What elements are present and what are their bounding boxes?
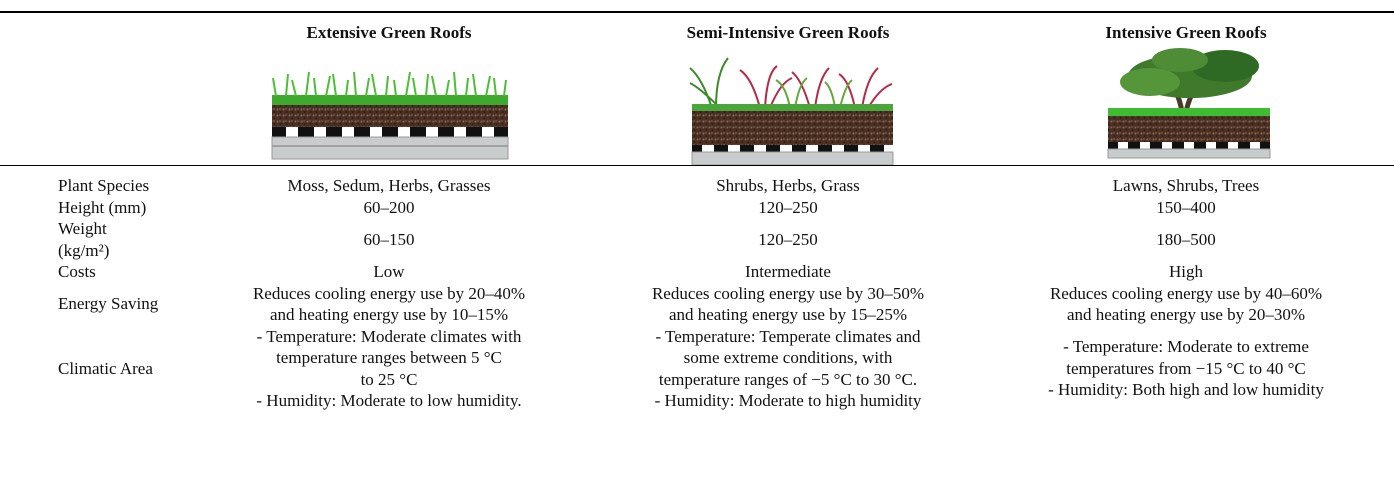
cell-text: - Temperature: Temperate climates and [655,326,920,348]
extensive-roof-image [272,72,508,159]
semi-intensive-roof-image [690,58,893,165]
column-header: Intensive Green Roofs [1105,22,1266,44]
cell-text: Reduces cooling energy use by 20–40% [253,283,525,305]
cell-text: Shrubs, Herbs, Grass [716,175,860,197]
cell-text: - Temperature: Moderate to extreme [1063,336,1309,358]
cell-text: 180–500 [1156,229,1216,251]
cell-text: 150–400 [1156,197,1216,219]
row-label: Climatic Area [58,358,153,380]
cell-text: and heating energy use by 20–30% [1067,304,1305,326]
row-label: Plant Species [58,175,149,197]
row-label: Energy Saving [58,293,158,315]
cell-text: High [1169,261,1203,283]
cell-text: Reduces cooling energy use by 30–50% [652,283,924,305]
cell-text: - Humidity: Moderate to low humidity. [256,390,521,412]
cell-text: and heating energy use by 10–15% [270,304,508,326]
row-label: Weight [58,218,107,240]
table-page: Extensive Green Roofs Semi-Intensive Gree… [0,0,1394,478]
cell-text: 120–250 [758,229,818,251]
cell-text: - Humidity: Moderate to high humidity [655,390,922,412]
cell-text: Reduces cooling energy use by 40–60% [1050,283,1322,305]
row-label: Costs [58,261,96,283]
header-rule [0,165,1394,166]
cell-text: temperatures from −15 °C to 40 °C [1066,358,1305,380]
cell-text: some extreme conditions, with [684,347,893,369]
column-header: Extensive Green Roofs [307,22,472,44]
cell-text: 120–250 [758,197,818,219]
cell-text: temperature ranges of −5 °C to 30 °C. [659,369,917,391]
cell-text: Moss, Sedum, Herbs, Grasses [287,175,490,197]
cell-text: - Humidity: Both high and low humidity [1048,379,1324,401]
cell-text: temperature ranges between 5 °C [276,347,502,369]
intensive-roof-image [1108,48,1270,158]
cell-text: Intermediate [745,261,831,283]
cell-text: - Temperature: Moderate climates with [257,326,522,348]
cell-text: Lawns, Shrubs, Trees [1113,175,1259,197]
cell-text: to 25 °C [361,369,418,391]
row-label: (kg/m²) [58,240,109,262]
column-header: Semi-Intensive Green Roofs [687,22,890,44]
row-label: Height (mm) [58,197,146,219]
cell-text: Low [373,261,404,283]
cell-text: 60–150 [364,229,415,251]
cell-text: and heating energy use by 15–25% [669,304,907,326]
cell-text: 60–200 [364,197,415,219]
